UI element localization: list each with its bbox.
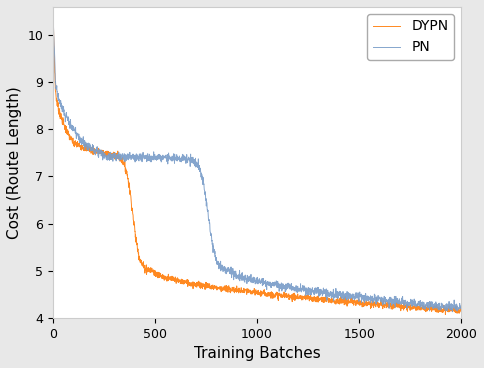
Legend: DYPN, PN: DYPN, PN — [367, 14, 454, 60]
DYPN — [249, 290, 255, 294]
PN — [446, 299, 452, 304]
DYPN — [442, 312, 448, 317]
DYPN — [458, 309, 464, 313]
PN — [249, 280, 255, 284]
PN — [50, 20, 56, 24]
DYPN — [238, 289, 243, 293]
DYPN — [50, 17, 56, 22]
PN — [450, 309, 455, 314]
Y-axis label: Cost (Route Length): Cost (Route Length) — [7, 86, 22, 239]
DYPN — [447, 309, 453, 314]
PN — [458, 304, 464, 308]
DYPN — [446, 309, 452, 313]
Line: PN: PN — [53, 22, 461, 312]
DYPN — [71, 141, 77, 145]
PN — [238, 274, 243, 279]
PN — [372, 292, 378, 296]
X-axis label: Training Batches: Training Batches — [194, 346, 320, 361]
Line: DYPN: DYPN — [53, 20, 461, 315]
DYPN — [372, 300, 378, 305]
PN — [446, 306, 452, 311]
PN — [71, 128, 77, 132]
